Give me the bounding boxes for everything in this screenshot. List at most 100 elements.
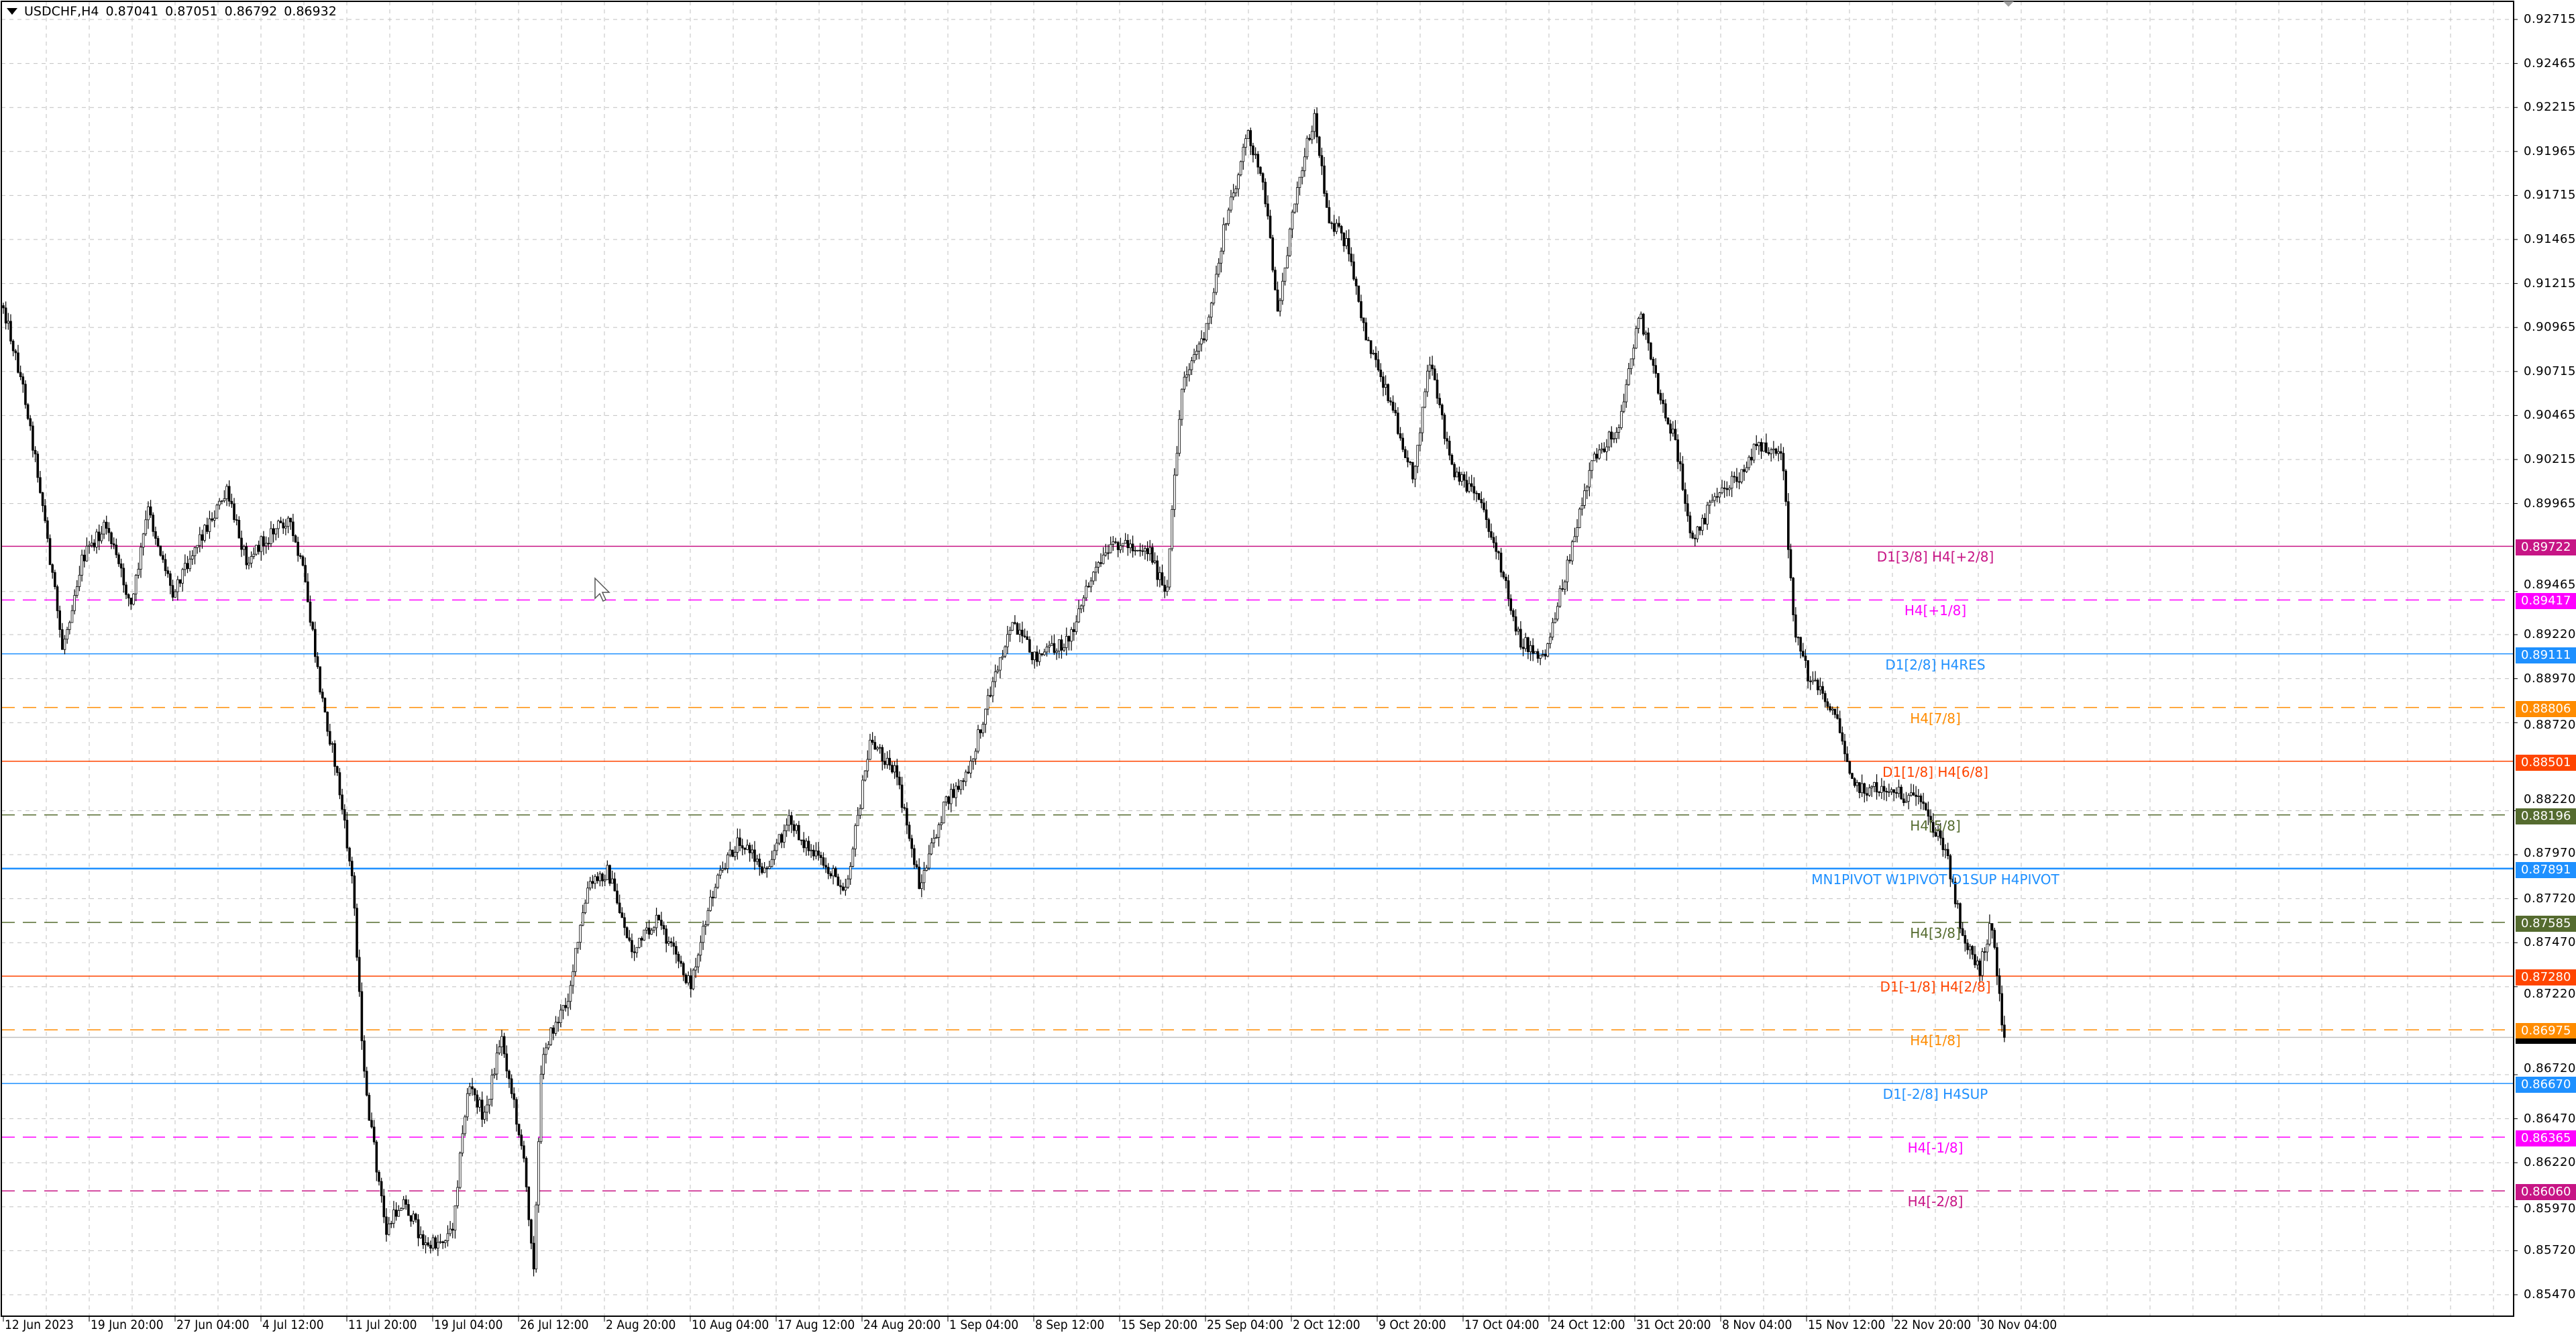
time-axis-label: 25 Sep 04:00 (1207, 1318, 1284, 1332)
candle (1684, 482, 1686, 512)
candle (1904, 792, 1908, 803)
candle-body (78, 574, 81, 587)
candle-body (780, 834, 784, 843)
level-price-tag: 0.86060 (2516, 1184, 2576, 1201)
candle (800, 839, 803, 845)
candle-body (883, 761, 886, 765)
candle-body (974, 751, 977, 759)
candle-body (58, 610, 61, 630)
candle-body (731, 849, 734, 857)
candle (1866, 787, 1868, 802)
candle-body (542, 1054, 545, 1075)
candle-body (549, 1027, 552, 1045)
candle (994, 664, 997, 688)
candle-body (984, 708, 987, 725)
candle (643, 929, 646, 941)
candle (861, 775, 864, 810)
candle (1011, 622, 1014, 631)
candle-body (11, 341, 15, 352)
candle (444, 1239, 447, 1248)
candle (1789, 543, 1792, 581)
candle-body (667, 941, 670, 944)
candle-body (205, 525, 209, 532)
candle (1102, 547, 1105, 565)
candle (1018, 623, 1022, 643)
candle-body (56, 586, 59, 611)
candle-body (743, 847, 747, 850)
candle (1647, 327, 1650, 351)
candle (962, 778, 965, 790)
candle-body (178, 579, 182, 584)
candle-body (805, 841, 808, 849)
candle (1554, 612, 1556, 624)
candle (647, 920, 651, 939)
candle (932, 829, 935, 848)
candle (608, 864, 611, 886)
candle (763, 862, 766, 873)
candle (218, 498, 221, 510)
candle (164, 553, 167, 576)
candle-body (1008, 630, 1012, 635)
candle-body (237, 520, 241, 539)
candle (498, 1040, 501, 1055)
candle (282, 519, 285, 534)
candle (458, 1151, 462, 1189)
candle-body (1097, 562, 1100, 568)
candle (957, 779, 960, 792)
candle (928, 845, 930, 871)
price-axis-label: 0.91715 (2524, 188, 2576, 203)
candle (1470, 474, 1473, 492)
candle-body (297, 541, 299, 556)
candle (402, 1195, 405, 1210)
candle (264, 536, 268, 554)
candle-body (610, 878, 614, 884)
candle (255, 545, 258, 556)
candle (594, 874, 596, 890)
candle (1796, 636, 1800, 646)
candle (537, 1137, 540, 1213)
candle-body (1566, 559, 1569, 582)
candle (964, 769, 967, 787)
candle (726, 852, 729, 873)
candle-body (1681, 464, 1684, 490)
candle-body (955, 786, 957, 798)
candle (1539, 655, 1542, 665)
candle-body (1892, 789, 1896, 793)
candle-body (1637, 318, 1640, 329)
candle-body (1593, 453, 1596, 462)
candle-body (1185, 374, 1188, 378)
candle (692, 968, 695, 991)
candle (896, 759, 899, 786)
candle (986, 688, 989, 716)
candle-body (653, 927, 655, 930)
candle (1483, 498, 1485, 513)
candle-body (417, 1219, 420, 1238)
price-axis-label: 0.91465 (2524, 231, 2576, 246)
candle (1109, 536, 1112, 554)
candle-body (110, 532, 113, 544)
candle-body (1563, 581, 1566, 590)
candle (1784, 469, 1787, 506)
candle (1650, 341, 1652, 361)
candle-body (1495, 542, 1498, 552)
candle-body (1411, 462, 1414, 480)
candle-body (1870, 786, 1874, 788)
candle-body (328, 731, 331, 745)
candle-body (1028, 639, 1031, 653)
candle-body (613, 878, 616, 892)
candle-body (1446, 438, 1448, 441)
candle-body (1782, 453, 1785, 472)
collapse-triangle-icon[interactable] (7, 8, 17, 15)
candle-body (1072, 629, 1075, 633)
chart-shift-marker-icon[interactable] (2003, 1, 2014, 7)
candle (301, 555, 305, 567)
candle-body (1519, 629, 1522, 648)
candle (1289, 227, 1291, 257)
time-axis-label: 1 Sep 04:00 (949, 1318, 1019, 1332)
candle (1610, 426, 1613, 447)
candle-body (1367, 339, 1370, 341)
candle (502, 1032, 506, 1058)
candle (1462, 472, 1466, 488)
candle-body (1866, 793, 1868, 796)
